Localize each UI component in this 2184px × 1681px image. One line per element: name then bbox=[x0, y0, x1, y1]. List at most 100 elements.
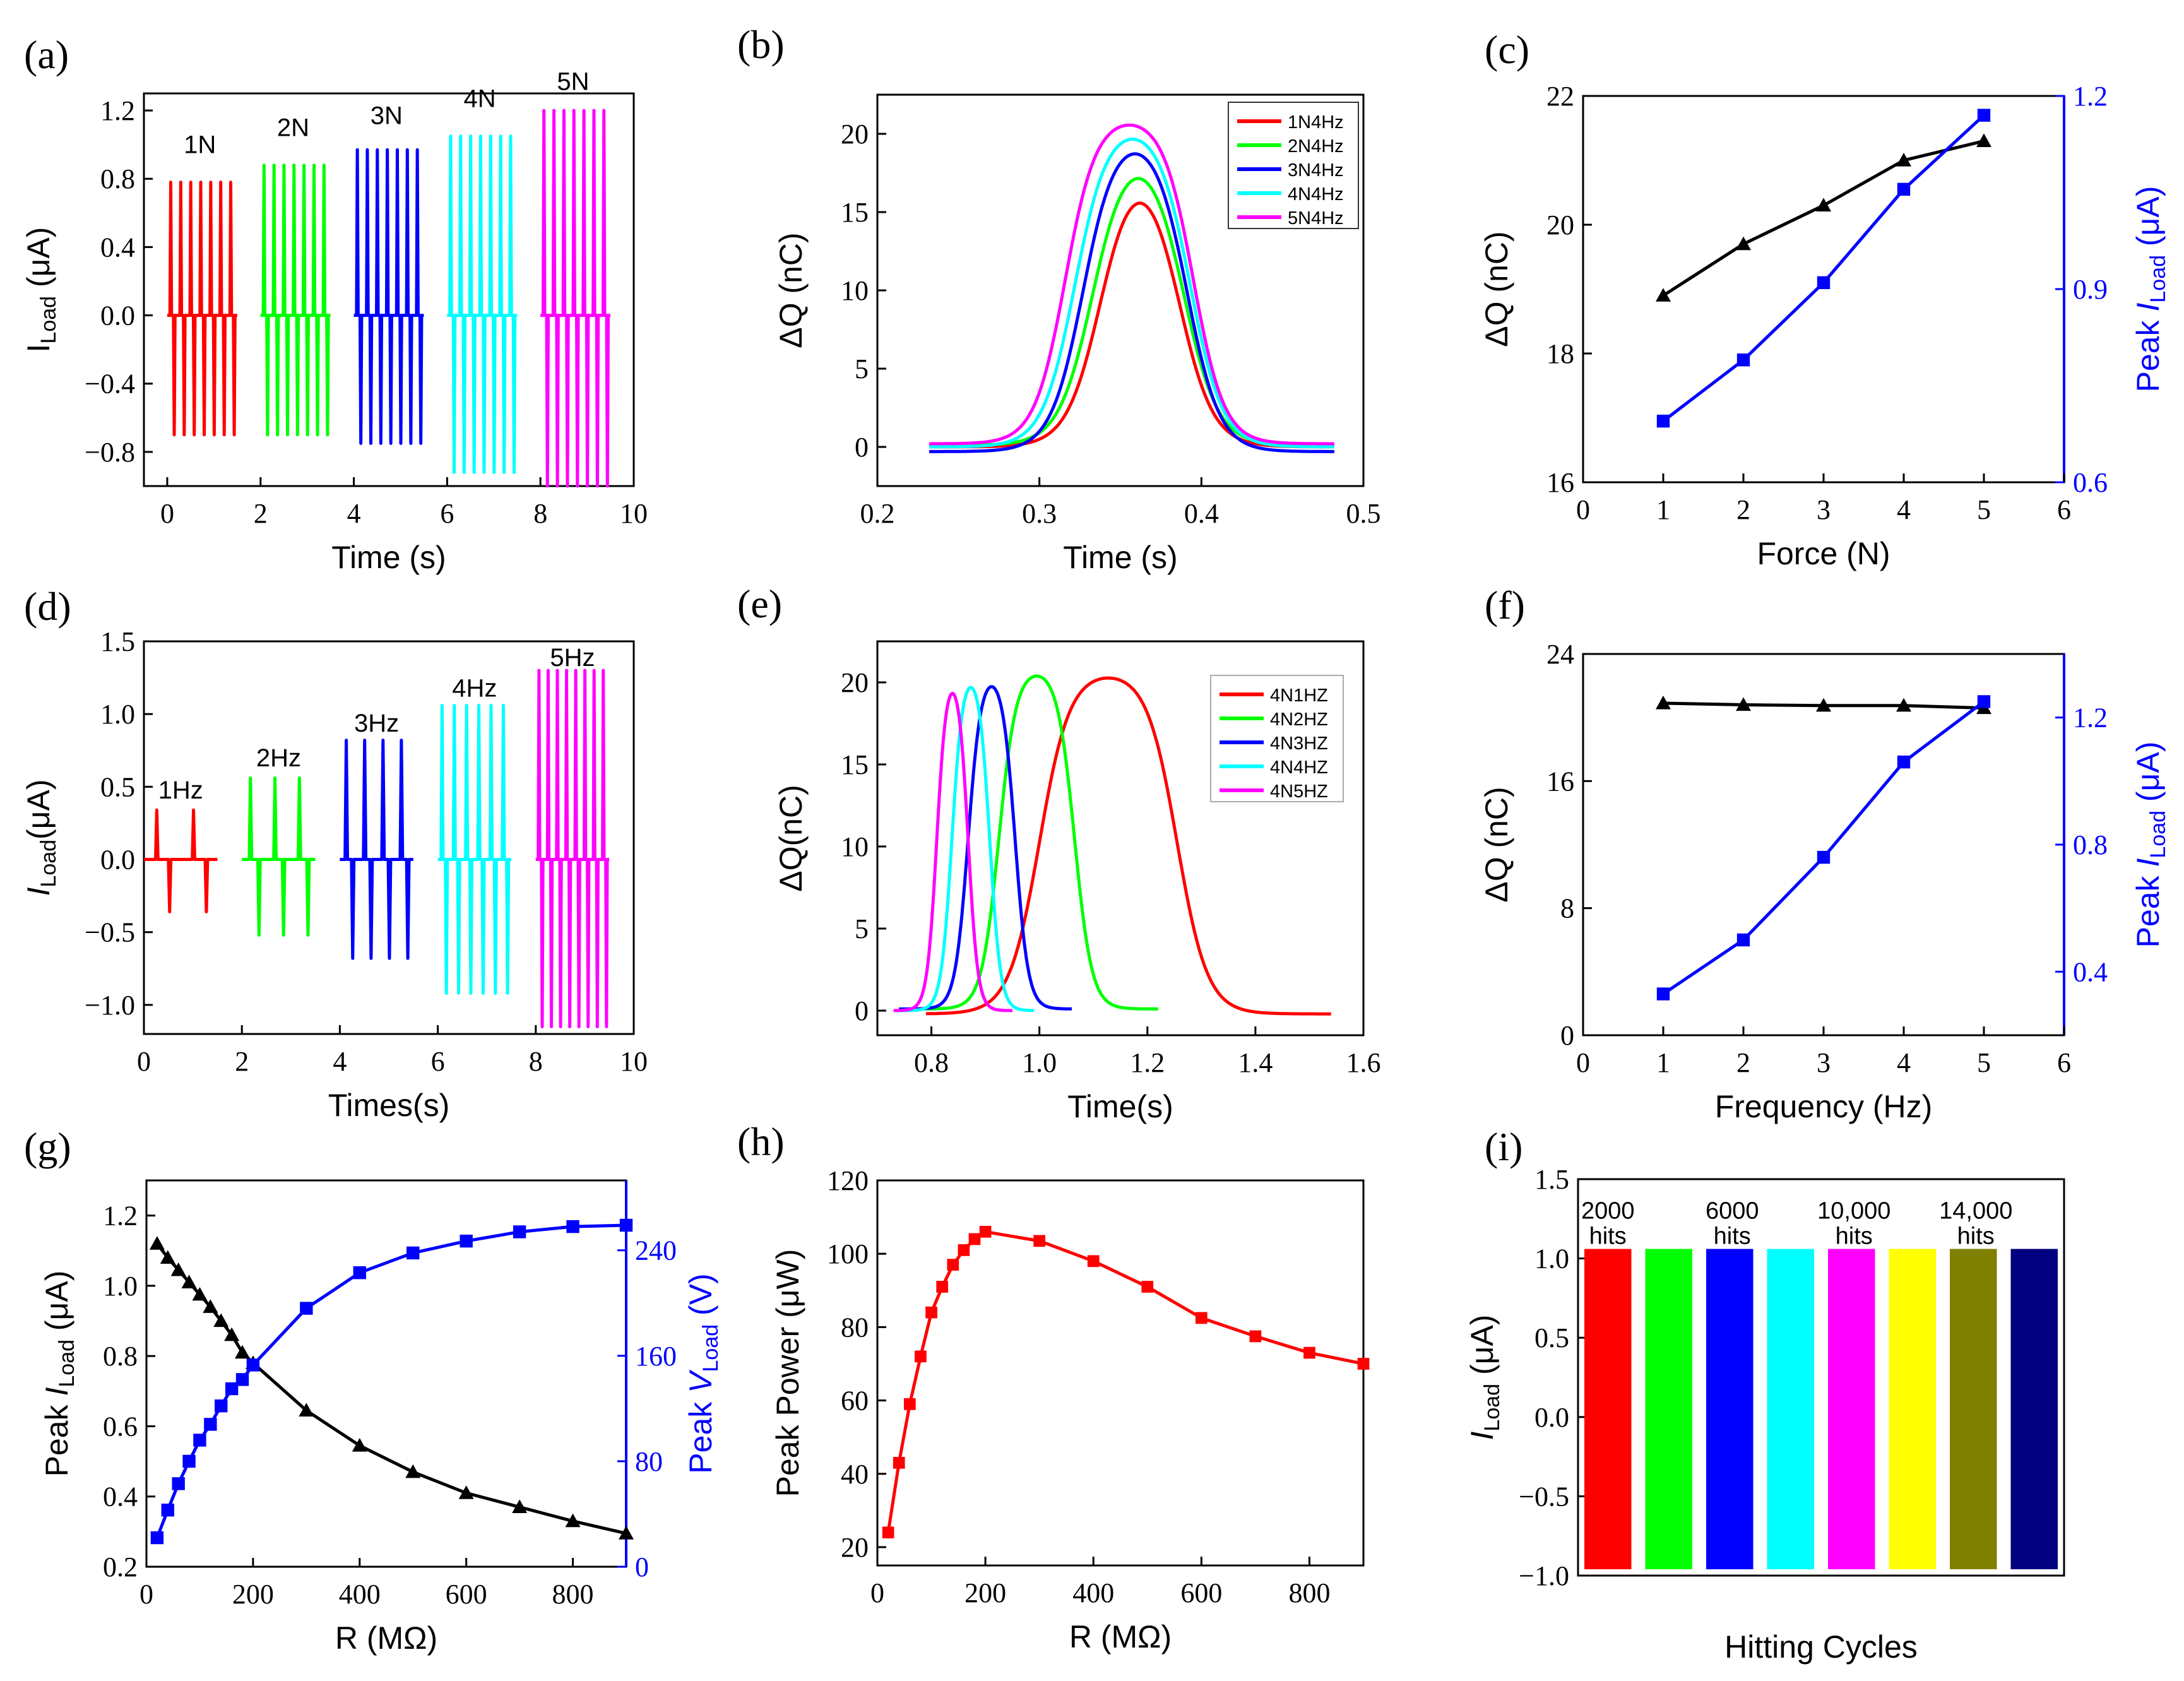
data-point bbox=[619, 1218, 633, 1232]
axis-title-part: Load bbox=[55, 1339, 79, 1387]
y-axis-title: Peak ILoad (μA) bbox=[39, 1271, 79, 1477]
y-ticks: 0 8 16 24 bbox=[1546, 639, 1592, 1051]
y2-ticks: 0.4 0.8 1.2 bbox=[2055, 703, 2108, 987]
data-point bbox=[903, 1398, 916, 1410]
y-tick-label: 1.0 bbox=[103, 1271, 138, 1302]
y-tick-label: 1.0 bbox=[100, 699, 135, 730]
hit-block bbox=[1584, 1249, 1632, 1569]
series-label-5Hz: 5Hz bbox=[550, 644, 595, 672]
hit-block bbox=[1828, 1249, 1875, 1569]
data-point bbox=[192, 1286, 208, 1301]
panel-label: (h) bbox=[737, 1119, 785, 1164]
data-point bbox=[1817, 276, 1831, 289]
x-ticks: 0 200 400 600 800 bbox=[139, 1558, 594, 1610]
charge-curve-1N4Hz bbox=[929, 201, 1334, 449]
plot-frame-d bbox=[143, 640, 635, 1035]
y-ticks: −1.0 −0.5 0.0 0.5 1.0 1.5 bbox=[1519, 1164, 1587, 1591]
y-tick-label: 20 bbox=[1546, 210, 1574, 241]
series-label-4N: 4N bbox=[464, 85, 496, 113]
data-point bbox=[225, 1382, 239, 1396]
series-line bbox=[886, 1230, 1364, 1533]
y2-tick-label: 1.2 bbox=[2073, 703, 2108, 734]
panel-label: (c) bbox=[1485, 27, 1529, 72]
hits-unit-label: hits bbox=[1957, 1223, 1995, 1250]
x-tick-label: 200 bbox=[232, 1579, 274, 1610]
x-tick-label: 0 bbox=[139, 1579, 153, 1610]
x-tick-label: 1.6 bbox=[1346, 1047, 1381, 1078]
x-tick-label: 10 bbox=[620, 498, 648, 529]
x-tick-label: 2 bbox=[1736, 1047, 1750, 1078]
hits-count-label: 10,000 bbox=[1817, 1198, 1890, 1225]
axis-title-part: I bbox=[21, 888, 56, 896]
y2-ticks: 0.6 0.9 1.2 bbox=[2055, 81, 2108, 498]
series-line bbox=[1662, 139, 1985, 297]
pulse-trace-4Hz bbox=[437, 703, 511, 995]
panel-label: (d) bbox=[24, 584, 71, 629]
x-tick-label: 400 bbox=[1072, 1577, 1114, 1608]
hit-block bbox=[1706, 1249, 1754, 1569]
y-tick-label: 0.5 bbox=[1534, 1322, 1569, 1353]
data-point bbox=[458, 1485, 474, 1499]
y-axis-title: ILoad (μA) bbox=[1464, 1315, 1504, 1440]
series-label-2N: 2N bbox=[277, 114, 309, 142]
series-line bbox=[1662, 700, 1985, 995]
x-tick-label: 4 bbox=[1897, 1047, 1911, 1078]
x-tick-label: 3 bbox=[1817, 1047, 1831, 1078]
y-tick-label: 1.5 bbox=[1534, 1164, 1569, 1195]
x-axis-title: Force (N) bbox=[1757, 536, 1890, 571]
y-tick-label: 0.2 bbox=[103, 1552, 138, 1583]
hits-count-label: 14,000 bbox=[1939, 1198, 2012, 1225]
y2-tick-label: 0.6 bbox=[2073, 467, 2108, 498]
y-axis-title: ΔQ (nC) bbox=[1479, 231, 1514, 347]
x-tick-label: 1 bbox=[1656, 1047, 1670, 1078]
x-tick-label: 4 bbox=[347, 498, 361, 529]
plot-frame-e bbox=[876, 640, 1365, 1037]
data-point bbox=[1357, 1358, 1370, 1370]
chart-panel-i: (i) −1.0 −0.5 0.0 0.5 1.0 1.5 ILoad (μA) Hitting… bbox=[1464, 1124, 2065, 1665]
x-tick-label: 6 bbox=[2057, 1047, 2071, 1078]
x-tick-label: 0 bbox=[160, 498, 174, 529]
plot-frame-i bbox=[1577, 1178, 2065, 1577]
data-point bbox=[1736, 933, 1750, 947]
y2-axis-title: Peak ILoad (μA) bbox=[2130, 742, 2170, 948]
x-tick-label: 0 bbox=[137, 1046, 151, 1077]
x-axis-title: Times(s) bbox=[328, 1088, 450, 1123]
x-axis-title: R (MΩ) bbox=[1069, 1619, 1172, 1654]
x-tick-label: 2 bbox=[1736, 494, 1750, 525]
y-tick-label: −0.4 bbox=[85, 369, 135, 400]
legend: 1N4Hz 2N4Hz 3N4Hz 4N4Hz 5N4Hz bbox=[1228, 102, 1359, 229]
x-axis-title: Frequency (Hz) bbox=[1715, 1089, 1933, 1124]
axis-title-part: (V) bbox=[683, 1273, 718, 1324]
x-tick-label: 600 bbox=[446, 1579, 487, 1610]
y-tick-label: 5 bbox=[855, 913, 869, 944]
y-tick-label: 0.0 bbox=[100, 300, 135, 331]
legend-entry: 5N4Hz bbox=[1288, 208, 1344, 229]
y-tick-label: 80 bbox=[841, 1312, 869, 1343]
chart-panel-e: (e) 0.8 1.0 1.2 1.4 1.6 Time(s) 0 5 10 15 20 ΔQ(nC) 4… bbox=[737, 581, 1381, 1124]
x-axis-title: Time (s) bbox=[1063, 540, 1177, 575]
legend-entry: 1N4Hz bbox=[1288, 112, 1344, 133]
hits-unit-label: hits bbox=[1714, 1223, 1751, 1250]
hit-block bbox=[1767, 1249, 1814, 1569]
axis-title-part: Load bbox=[699, 1324, 723, 1372]
data-point bbox=[936, 1281, 949, 1293]
axis-title-part: (μA) bbox=[21, 227, 56, 296]
y-axis-title: Peak Power (μW) bbox=[770, 1249, 805, 1497]
y2-tick-label: 0.4 bbox=[2073, 956, 2108, 987]
y-tick-label: 1.5 bbox=[100, 626, 135, 657]
data-point bbox=[893, 1456, 905, 1469]
series-label-1Hz: 1Hz bbox=[158, 776, 203, 804]
x-tick-label: 1.0 bbox=[1022, 1047, 1057, 1078]
x-ticks: 0.8 1.0 1.2 1.4 1.6 bbox=[914, 1026, 1381, 1078]
pulse-trace-2N bbox=[260, 163, 331, 437]
x-tick-label: 0 bbox=[1576, 494, 1590, 525]
data-point bbox=[1896, 153, 1911, 167]
x-tick-label: 0.2 bbox=[860, 498, 895, 529]
y-tick-label: −1.0 bbox=[85, 990, 135, 1021]
x-tick-label: 0.3 bbox=[1022, 498, 1057, 529]
axis-title-part: ΔQ(nC) bbox=[773, 785, 809, 892]
data-point bbox=[1087, 1255, 1100, 1268]
series-4N: 4N bbox=[447, 85, 518, 474]
data-point bbox=[460, 1234, 473, 1248]
series-label-3Hz: 3Hz bbox=[354, 710, 399, 737]
